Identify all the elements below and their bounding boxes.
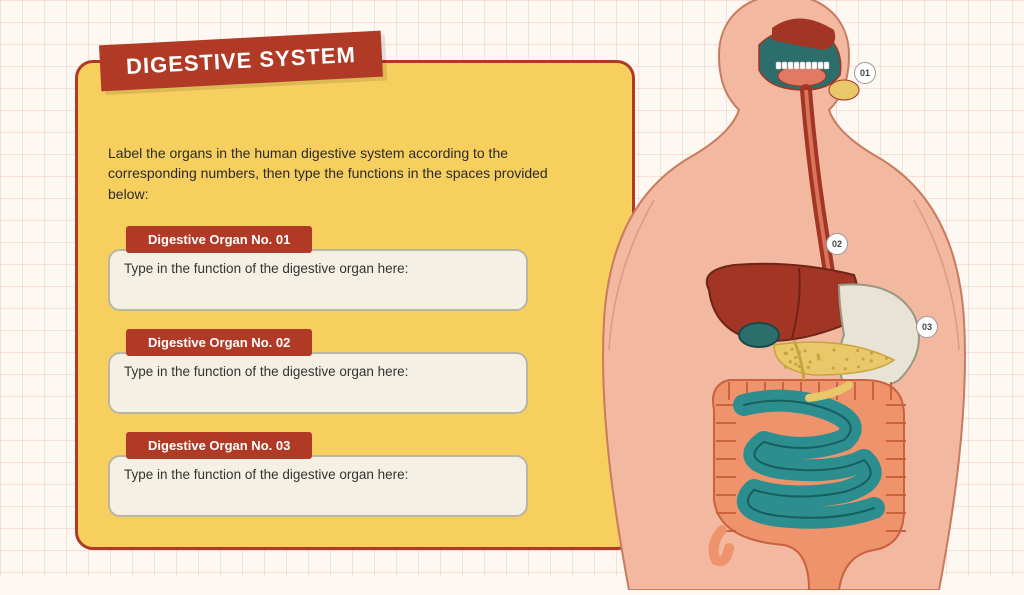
organ-block-01: Digestive Organ No. 01 Type in the funct… <box>108 226 602 311</box>
instructions-text: Label the organs in the human digestive … <box>108 143 568 204</box>
organ-input-01[interactable]: Type in the function of the digestive or… <box>108 249 528 311</box>
organ-block-03: Digestive Organ No. 03 Type in the funct… <box>108 432 602 517</box>
marker-03: 03 <box>916 316 938 338</box>
marker-02: 02 <box>826 233 848 255</box>
organ-label-03: Digestive Organ No. 03 <box>126 432 312 459</box>
organ-input-03[interactable]: Type in the function of the digestive or… <box>108 455 528 517</box>
organ-input-02[interactable]: Type in the function of the digestive or… <box>108 352 528 414</box>
marker-01: 01 <box>854 62 876 84</box>
organ-label-02: Digestive Organ No. 02 <box>126 329 312 356</box>
body-diagram: 01 02 03 <box>544 0 1024 590</box>
organ-block-02: Digestive Organ No. 02 Type in the funct… <box>108 329 602 414</box>
organ-label-01: Digestive Organ No. 01 <box>126 226 312 253</box>
